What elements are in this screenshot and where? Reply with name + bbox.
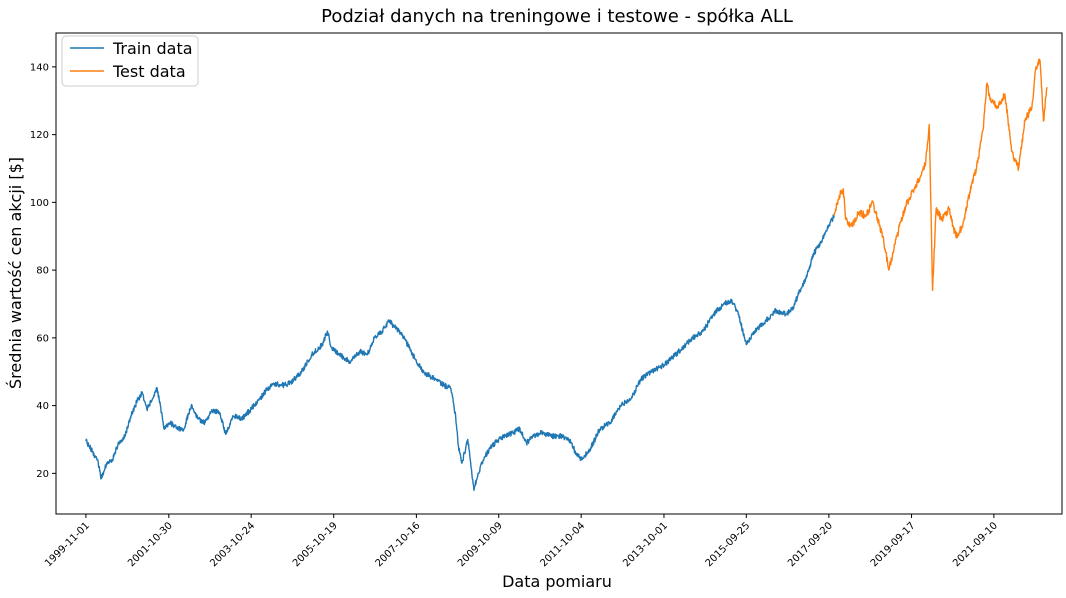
y-axis: 20 40 60 80 100 120 140 — [30, 62, 56, 480]
y-tick-label: 40 — [36, 401, 49, 412]
plot-frame — [55, 32, 1063, 515]
x-tick-label: 2003-10-24 — [208, 520, 257, 569]
x-tick-label: 2021-09-10 — [951, 520, 1000, 569]
x-axis: 1999-11-01 2001-10-30 2003-10-24 2005-10-19… — [43, 514, 1000, 569]
y-tick-label: 140 — [30, 62, 49, 73]
x-tick-label: 1999-11-01 — [43, 520, 92, 569]
y-tick-label: 80 — [36, 266, 49, 277]
x-tick-label: 2001-10-30 — [126, 520, 175, 569]
x-tick-label: 2019-09-17 — [869, 520, 918, 569]
x-tick-label: 2015-09-25 — [704, 520, 753, 569]
y-tick-label: 100 — [30, 198, 49, 209]
series-layer — [85, 58, 1048, 491]
y-axis-label: Średnia wartość cen akcji [$] — [6, 157, 25, 389]
y-tick-label: 60 — [36, 333, 49, 344]
x-tick-label: 2007-10-16 — [374, 520, 423, 569]
x-tick-label: 2013-10-01 — [621, 520, 670, 569]
x-tick-label: 2005-10-19 — [291, 520, 340, 569]
x-axis-label: Data pomiaru — [502, 572, 612, 591]
x-tick-label: 2011-10-04 — [538, 520, 587, 569]
legend-entry-test: Test data — [112, 62, 186, 81]
y-tick-label: 20 — [36, 469, 49, 480]
series-line-train — [85, 214, 835, 491]
legend: Train data Test data — [61, 35, 199, 87]
x-tick-label: 2017-09-20 — [786, 520, 835, 569]
series-line-test — [833, 58, 1048, 292]
y-tick-label: 120 — [30, 130, 49, 141]
legend-entry-train: Train data — [112, 39, 193, 58]
chart-title: Podział danych na treningowe i testowe -… — [321, 6, 793, 27]
x-tick-label: 2009-10-09 — [456, 520, 505, 569]
